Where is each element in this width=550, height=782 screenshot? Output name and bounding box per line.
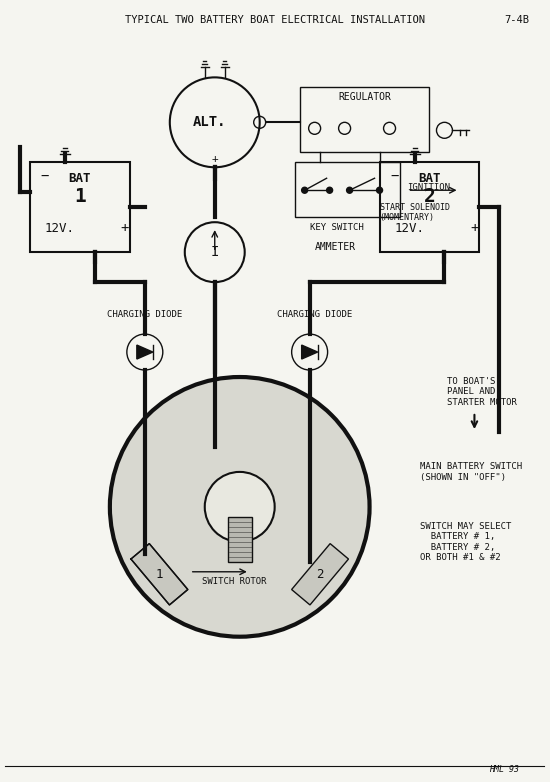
Text: BAT: BAT xyxy=(69,172,91,185)
Circle shape xyxy=(110,377,370,637)
Bar xyxy=(379,163,480,252)
Text: 2: 2 xyxy=(424,187,436,206)
Text: IGNITION: IGNITION xyxy=(408,183,450,192)
Text: +: + xyxy=(470,221,478,235)
Bar xyxy=(228,517,252,561)
Text: (MOMENTARY): (MOMENTARY) xyxy=(379,213,434,222)
Text: +: + xyxy=(211,154,218,164)
Text: TO BOAT'S
PANEL AND
STARTER MOTOR: TO BOAT'S PANEL AND STARTER MOTOR xyxy=(448,377,518,407)
Text: 12V.: 12V. xyxy=(394,222,425,235)
Text: −: − xyxy=(390,169,399,183)
Circle shape xyxy=(301,187,307,193)
Polygon shape xyxy=(292,543,349,605)
Text: −: − xyxy=(41,169,49,183)
Text: SWITCH ROTOR: SWITCH ROTOR xyxy=(202,577,267,586)
Polygon shape xyxy=(301,345,317,359)
Text: KEY SWITCH: KEY SWITCH xyxy=(310,223,364,231)
Text: 2: 2 xyxy=(316,568,324,581)
Text: AMMETER: AMMETER xyxy=(315,242,356,252)
Text: BAT: BAT xyxy=(418,172,441,185)
Text: REGULATOR: REGULATOR xyxy=(338,92,391,102)
Polygon shape xyxy=(137,345,153,359)
Text: HML 93: HML 93 xyxy=(490,765,519,773)
Circle shape xyxy=(205,472,274,542)
Text: 12V.: 12V. xyxy=(45,222,75,235)
Text: 1: 1 xyxy=(74,187,86,206)
Text: SWITCH MAY SELECT
  BATTERY # 1,
  BATTERY # 2,
OR BOTH #1 & #2: SWITCH MAY SELECT BATTERY # 1, BATTERY #… xyxy=(420,522,511,562)
Bar xyxy=(300,88,430,152)
Text: START SOLENOID: START SOLENOID xyxy=(379,203,449,212)
Circle shape xyxy=(346,187,353,193)
Circle shape xyxy=(327,187,333,193)
Bar xyxy=(30,163,130,252)
Text: MAIN BATTERY SWITCH
(SHOWN IN "OFF"): MAIN BATTERY SWITCH (SHOWN IN "OFF") xyxy=(420,462,521,482)
Text: TYPICAL TWO BATTERY BOAT ELECTRICAL INSTALLATION: TYPICAL TWO BATTERY BOAT ELECTRICAL INST… xyxy=(125,16,425,26)
Text: 1: 1 xyxy=(156,568,163,581)
Text: CHARGING DIODE: CHARGING DIODE xyxy=(107,310,183,319)
Text: I: I xyxy=(211,246,219,259)
Text: CHARGING DIODE: CHARGING DIODE xyxy=(277,310,352,319)
Polygon shape xyxy=(131,543,188,605)
Text: 7-4B: 7-4B xyxy=(504,16,529,26)
Text: +: + xyxy=(120,221,129,235)
Circle shape xyxy=(377,187,383,193)
Text: ALT.: ALT. xyxy=(193,115,227,129)
Bar xyxy=(295,163,399,217)
